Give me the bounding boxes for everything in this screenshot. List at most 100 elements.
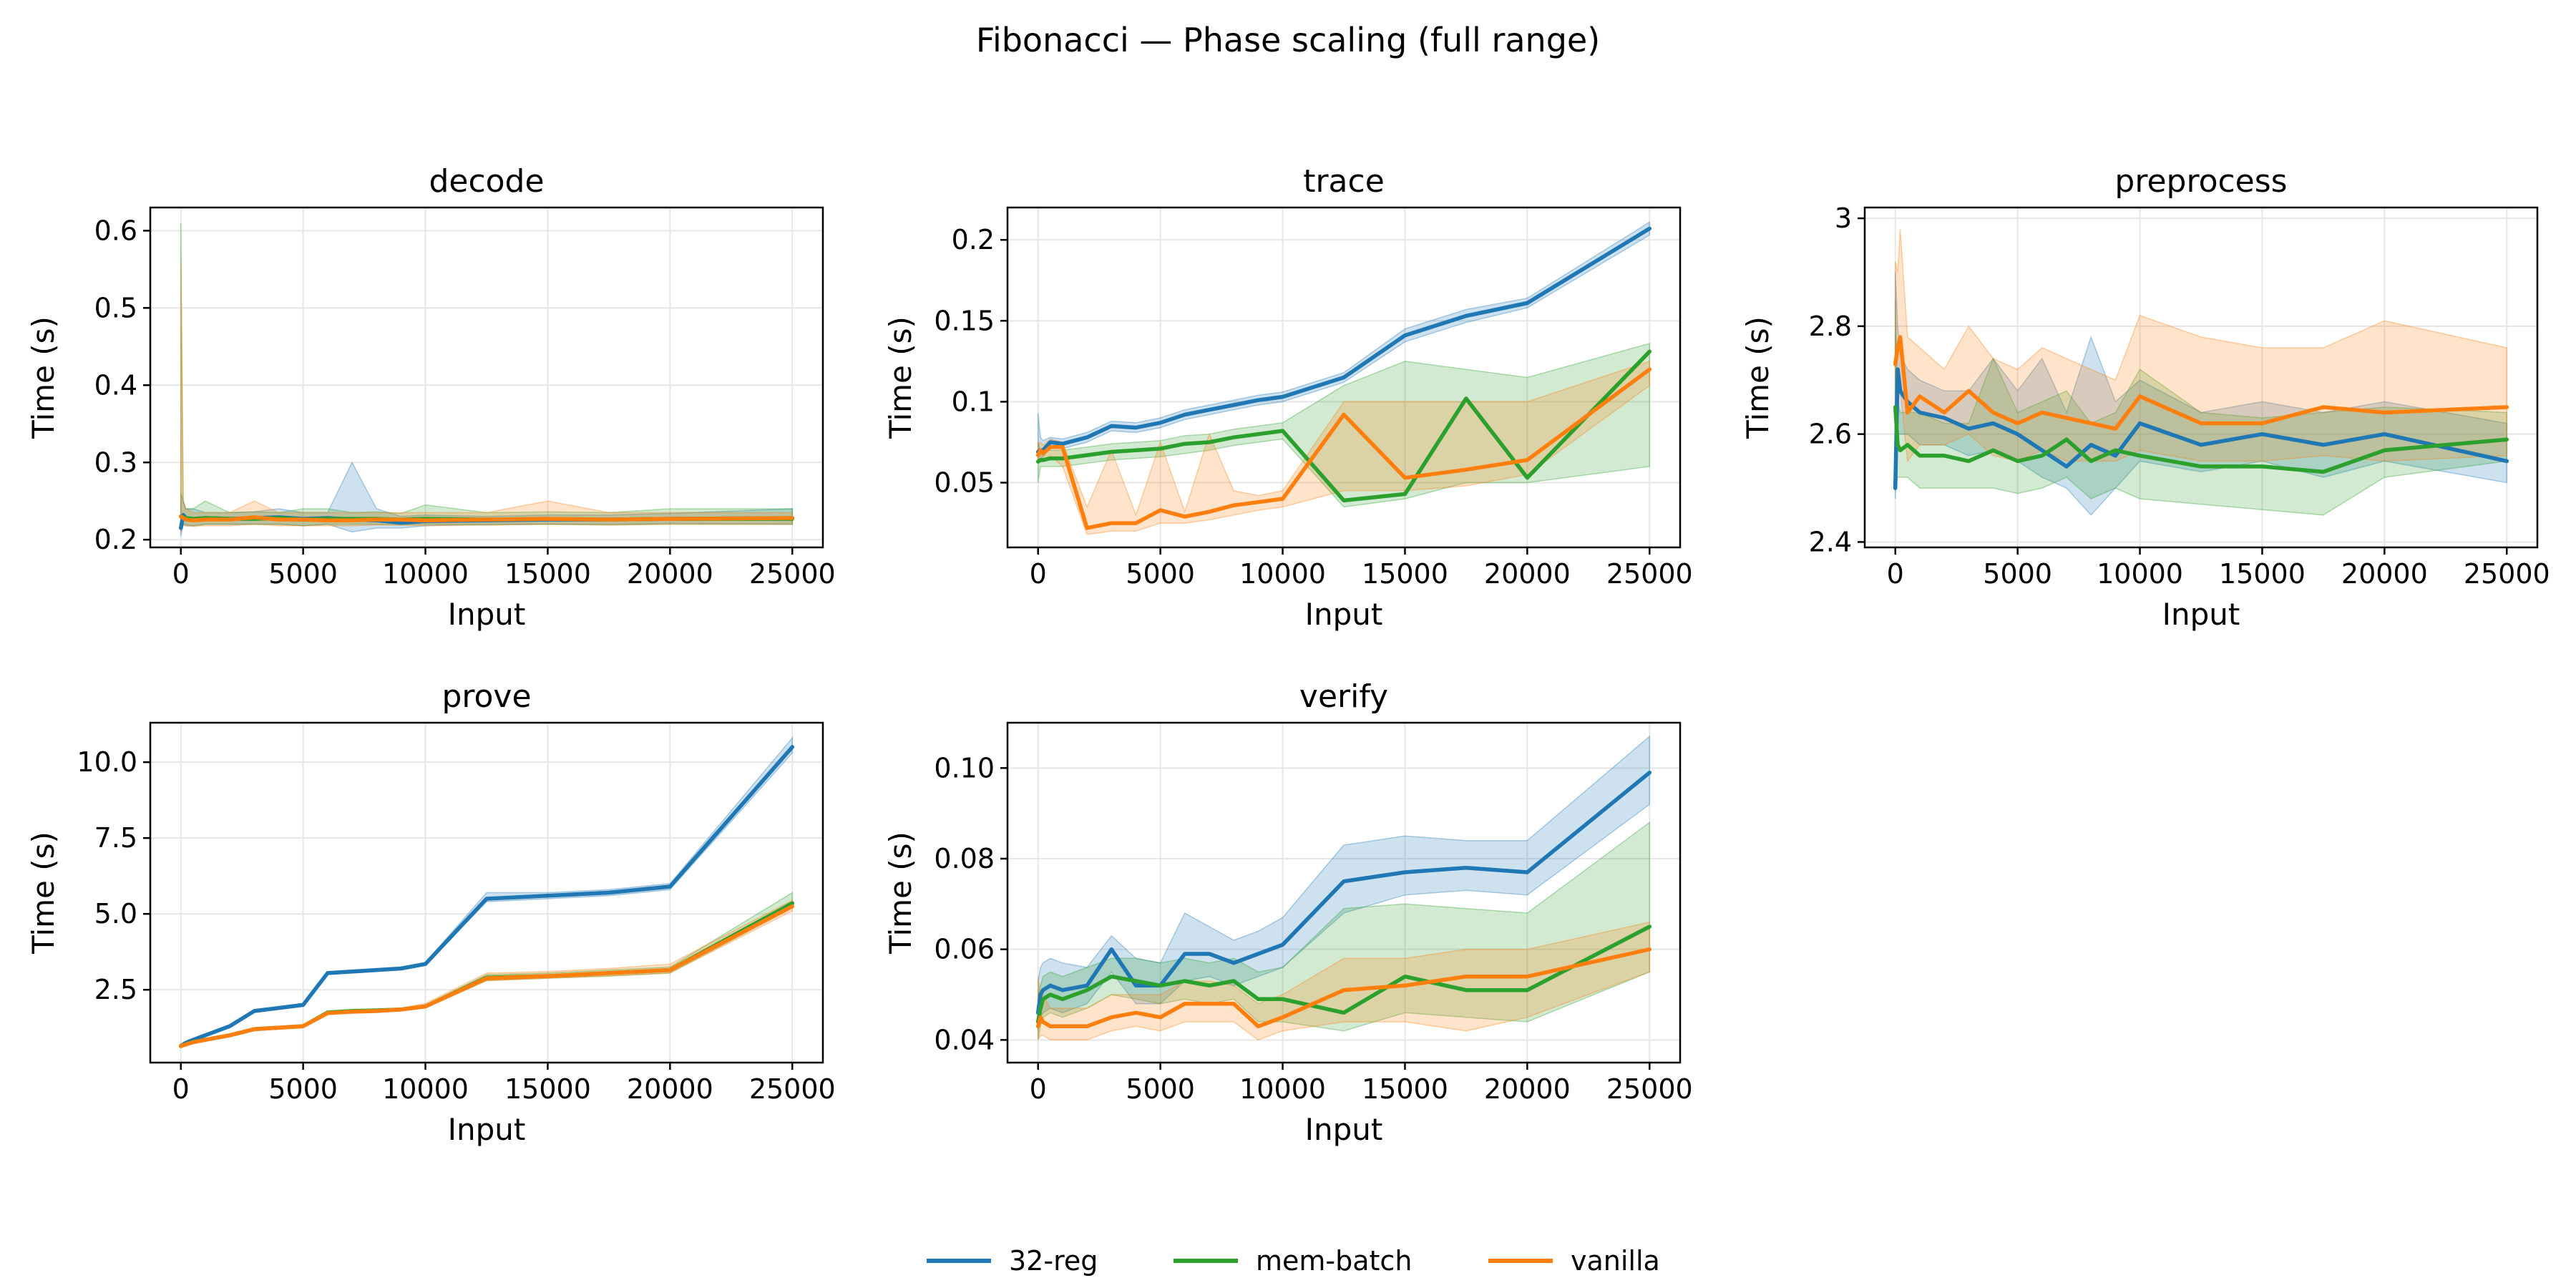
x-tick-label: 20000 [1484, 1073, 1571, 1105]
series-line-32-reg [1035, 770, 1652, 1015]
band-32-reg [1037, 221, 1651, 464]
series-line-mem-batch [1035, 924, 1652, 1024]
x-tick-label: 10000 [1239, 1073, 1326, 1105]
y-tick-label: 0.2 [94, 524, 137, 555]
x-tick-label: 0 [1030, 558, 1047, 590]
x-tick-label: 20000 [627, 1073, 713, 1105]
band-vanilla [180, 899, 794, 1048]
series-line-vanilla [1035, 367, 1652, 530]
subplot-preprocess: 0 5000 10000 15000 20000 25000 2.4 2.6 2.8 3 prepr… [1740, 163, 2550, 632]
series-line-mem-batch [1893, 405, 2509, 474]
y-tick-label: 3 [1835, 203, 1852, 234]
plot-frame [149, 206, 824, 549]
y-tick-label: 0.2 [952, 224, 995, 255]
plot-frame [1863, 206, 2539, 549]
x-tick-label: 15000 [1362, 1073, 1448, 1105]
y-tick-label: 0.6 [94, 215, 137, 246]
x-tick-label: 5000 [1126, 1073, 1195, 1105]
subplot-title: verify [1299, 678, 1388, 715]
legend-label-mem-batch: mem-batch [1256, 1245, 1412, 1277]
band-vanilla [1037, 921, 1651, 1041]
x-tick-label: 0 [1887, 558, 1904, 590]
y-tick-label: 2.4 [1809, 526, 1852, 557]
legend-label-32-reg: 32-reg [1009, 1245, 1098, 1277]
x-axis-label: Input [1305, 597, 1383, 632]
x-tick-label: 5000 [268, 558, 338, 590]
x-axis-label: Input [448, 1112, 526, 1147]
x-tick-label: 25000 [749, 1073, 836, 1105]
subplot-decode: 0 5000 10000 15000 20000 25000 0.2 0.3 0.4 0.5 0.6… [26, 163, 836, 632]
y-tick-label: 0.1 [952, 386, 995, 417]
subplot-title: prove [441, 678, 531, 715]
x-tick-label: 15000 [504, 558, 591, 590]
y-tick-label: 7.5 [94, 822, 137, 854]
legend: 32-reg mem-batch vanilla [927, 1245, 1660, 1277]
x-axis-label: Input [448, 597, 526, 632]
x-tick-label: 10000 [382, 558, 469, 590]
series-line-32-reg [178, 745, 795, 1048]
y-tick-label: 0.05 [934, 467, 995, 499]
band-vanilla [180, 261, 794, 532]
x-tick-label: 20000 [2341, 558, 2428, 590]
subplot-verify: 0 5000 10000 15000 20000 25000 0.04 0.06 0.08 0.1… [883, 678, 1693, 1147]
y-tick-label: 0.5 [94, 292, 137, 323]
x-tick-label: 25000 [2464, 558, 2550, 590]
y-tick-label: 5.0 [94, 898, 137, 930]
plot-frame [1006, 721, 1682, 1064]
x-tick-label: 5000 [268, 1073, 338, 1105]
figure-title: Fibonacci — Phase scaling (full range) [976, 21, 1600, 59]
x-tick-label: 25000 [1606, 558, 1693, 590]
x-tick-label: 15000 [2219, 558, 2306, 590]
series-line-vanilla [178, 904, 795, 1048]
y-tick-label: 0.10 [934, 752, 995, 784]
y-tick-label: 2.6 [1809, 419, 1852, 450]
x-tick-label: 5000 [1126, 558, 1195, 590]
y-tick-label: 2.8 [1809, 311, 1852, 342]
y-tick-label: 2.5 [94, 974, 137, 1005]
x-tick-label: 5000 [1983, 558, 2052, 590]
y-tick-label: 0.15 [934, 305, 995, 336]
subplot-prove: 0 5000 10000 15000 20000 25000 2.5 5.0 7.5 10.0 pr… [26, 678, 836, 1147]
subplot-title: trace [1303, 163, 1385, 200]
y-tick-label: 0.3 [94, 447, 137, 478]
band-vanilla [1894, 229, 2508, 463]
y-tick-label: 0.08 [934, 843, 995, 874]
x-tick-label: 10000 [382, 1073, 469, 1105]
band-vanilla [1037, 360, 1651, 535]
x-tick-label: 10000 [1239, 558, 1326, 590]
y-axis-label: Time (s) [1740, 316, 1775, 439]
y-axis-label: Time (s) [26, 831, 61, 955]
y-axis-label: Time (s) [883, 316, 918, 439]
y-tick-label: 0.4 [94, 369, 137, 401]
subplots: 0 5000 10000 15000 20000 25000 0.2 0.3 0.4 0.5 0.6… [26, 163, 2550, 1147]
x-tick-label: 0 [172, 558, 190, 590]
y-axis-label: Time (s) [26, 316, 61, 439]
y-tick-label: 0.04 [934, 1024, 995, 1055]
plot-frame [149, 721, 824, 1064]
x-tick-label: 15000 [1362, 558, 1448, 590]
plot-frame [1006, 206, 1682, 549]
band-32-reg [180, 736, 794, 1049]
x-tick-label: 15000 [504, 1073, 591, 1105]
x-tick-label: 20000 [627, 558, 713, 590]
band-mem-batch [180, 892, 794, 1048]
x-tick-label: 10000 [2097, 558, 2183, 590]
band-mem-batch [180, 223, 794, 530]
subplot-title: preprocess [2114, 163, 2287, 200]
x-tick-label: 20000 [1484, 558, 1571, 590]
x-tick-label: 25000 [749, 558, 836, 590]
x-tick-label: 0 [1030, 1073, 1047, 1105]
x-axis-label: Input [2162, 597, 2240, 632]
y-axis-label: Time (s) [883, 831, 918, 955]
x-tick-label: 0 [172, 1073, 190, 1105]
series-line-32-reg [1035, 226, 1652, 454]
y-tick-label: 0.06 [934, 934, 995, 965]
series-line-vanilla [1035, 947, 1652, 1029]
y-tick-label: 10.0 [77, 746, 137, 778]
subplot-trace: 0 5000 10000 15000 20000 25000 0.05 0.1 0.15 0.2 t… [883, 163, 1693, 632]
subplot-title: decode [429, 163, 544, 200]
legend-label-vanilla: vanilla [1571, 1245, 1660, 1277]
x-axis-label: Input [1305, 1112, 1383, 1147]
x-tick-label: 25000 [1606, 1073, 1693, 1105]
